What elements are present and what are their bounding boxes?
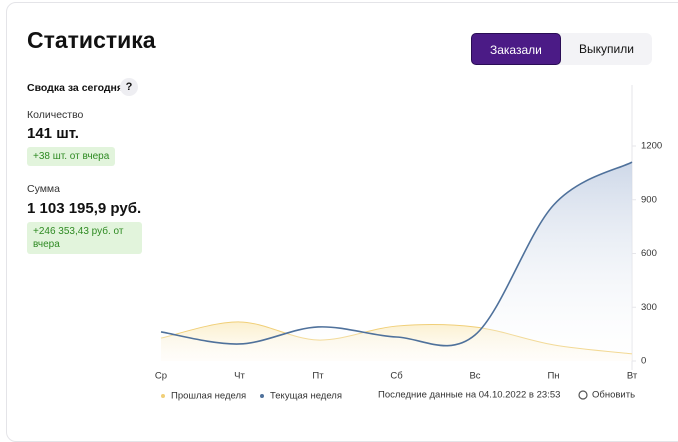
tab[interactable]: Заказали: [471, 33, 561, 65]
help-button[interactable]: ?: [120, 78, 138, 96]
x-tick-label: Сб: [390, 371, 403, 382]
x-tick-label: Чт: [234, 371, 245, 382]
x-tick-label: Вт: [627, 371, 638, 382]
line: [160, 161, 633, 347]
sum-delta: +246 353,43 руб. от вчера: [27, 222, 142, 254]
x-tick-label: Пт: [312, 371, 324, 382]
tabs: Заказали Выкупили: [471, 33, 652, 65]
x-tick-label: Вс: [469, 371, 480, 382]
chart: Обновить 0 300 600 900 1200 Ср Чт Пт Сб Вс Пн Вт Про…: [155, 85, 662, 402]
legend-marker: [260, 394, 264, 398]
y-tick-label: 900: [641, 194, 657, 205]
area: [161, 162, 632, 361]
title: Статистика: [27, 27, 156, 53]
count-label: Количество: [27, 109, 84, 121]
last-data: Последние данные на 04.10.2022 в 23:53: [378, 390, 560, 401]
y-tick-label: 1200: [641, 141, 662, 152]
count-delta: +38 шт. от вчера: [27, 147, 116, 166]
refresh-label: Обновить: [592, 390, 635, 401]
tab[interactable]: Выкупили: [579, 42, 634, 56]
x-tick-label: Пн: [547, 371, 559, 382]
y-tick-label: 0: [641, 356, 646, 367]
x-tick-label: Ср: [155, 371, 167, 382]
page: Обновить 0 300 600 900 1200 Ср Чт Пт Сб Вс Пн Вт Про…: [6, 2, 678, 442]
legend-label: Текущая неделя: [270, 391, 342, 402]
sum-value: 1 103 195,9 руб.: [27, 200, 142, 217]
legend-marker: [161, 394, 165, 398]
count-value: 141 шт.: [27, 125, 79, 142]
sum-label: Сумма: [27, 183, 60, 195]
legend-label: Прошлая неделя: [171, 391, 246, 402]
y-tick-label: 600: [641, 248, 657, 259]
refresh-icon[interactable]: Обновить: [578, 390, 635, 401]
y-tick-label: 300: [641, 302, 657, 313]
summary-title: Сводка за сегодня: [27, 82, 124, 94]
